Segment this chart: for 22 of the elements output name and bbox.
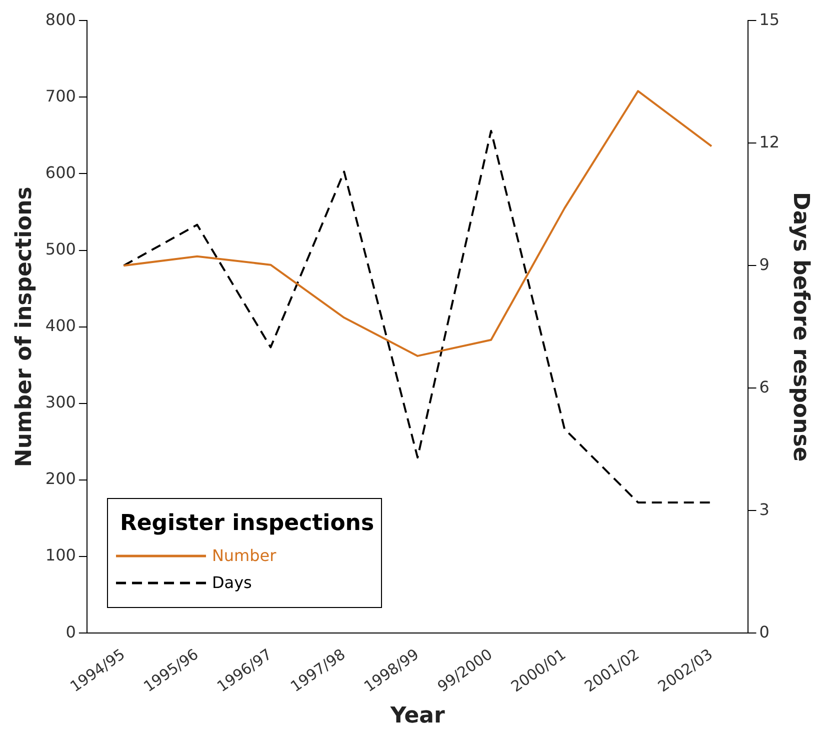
y-tick-label: 600	[45, 162, 76, 182]
y2-tick-label: 6	[759, 377, 770, 396]
y-tick-label: 100	[45, 546, 76, 565]
x-axis-title: Year	[389, 704, 445, 729]
y2-tick-label: 15	[759, 10, 780, 29]
text: Number	[212, 546, 276, 566]
y2-tick-label: 9	[759, 254, 770, 274]
y-tick-label: 500	[45, 239, 76, 258]
y-tick-label: 800	[45, 10, 76, 29]
y-tick-label: 300	[45, 392, 76, 412]
y-axis-title: Number of inspections	[12, 186, 37, 468]
text: Days	[212, 573, 252, 592]
y-tick-label: 400	[45, 316, 76, 336]
y-tick-label: 0	[66, 622, 76, 642]
legend-title: Register inspections	[120, 511, 376, 536]
y-tick-label: 700	[45, 86, 76, 106]
line-series	[122, 130, 712, 504]
y2-tick-label: 12	[759, 132, 780, 152]
y2-axis-title: Days before response	[788, 192, 814, 462]
y-tick-label: 200	[45, 469, 76, 488]
y2-tick-label: 3	[759, 500, 770, 519]
y2-tick-label: 0	[759, 622, 770, 642]
